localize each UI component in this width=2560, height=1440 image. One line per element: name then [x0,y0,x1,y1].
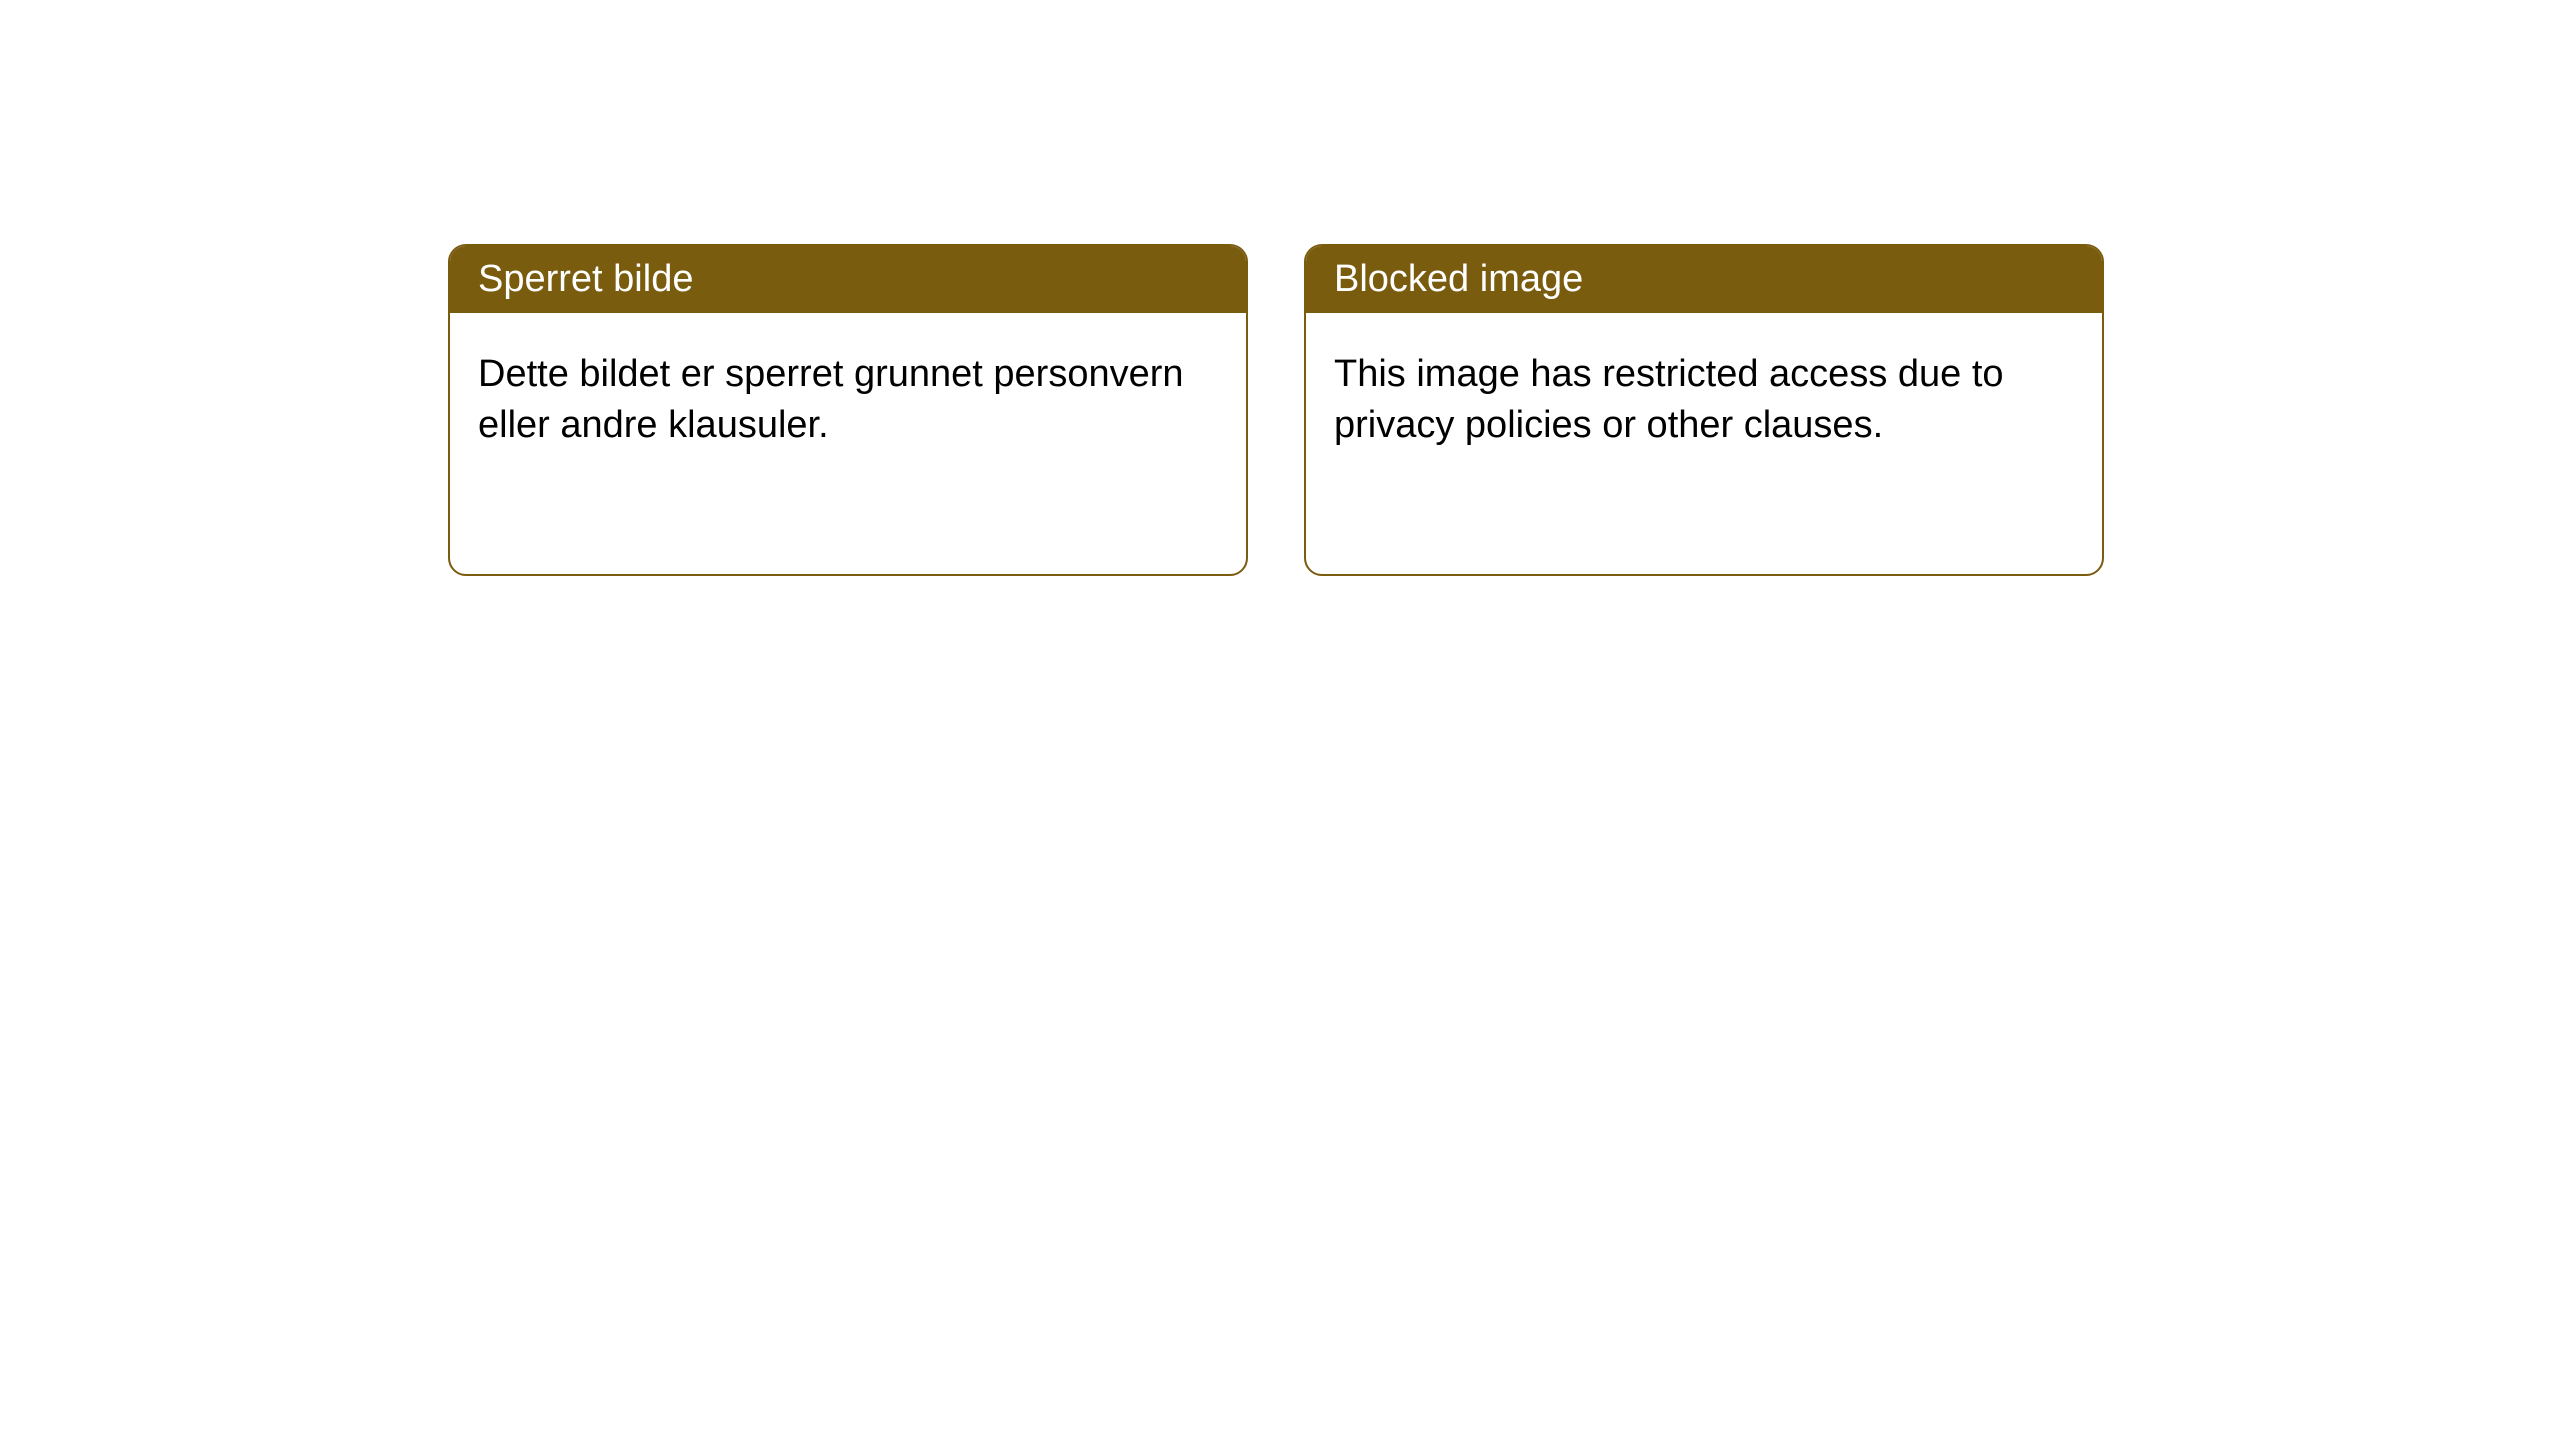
notice-header: Blocked image [1306,246,2102,313]
notice-title: Blocked image [1334,258,1583,300]
notice-container: Sperret bilde Dette bildet er sperret gr… [0,0,2560,576]
notice-body: This image has restricted access due to … [1306,313,2102,488]
notice-card-norwegian: Sperret bilde Dette bildet er sperret gr… [448,244,1248,576]
notice-message: This image has restricted access due to … [1334,353,2004,446]
notice-body: Dette bildet er sperret grunnet personve… [450,313,1246,488]
notice-title: Sperret bilde [478,258,693,300]
notice-header: Sperret bilde [450,246,1246,313]
notice-card-english: Blocked image This image has restricted … [1304,244,2104,576]
notice-message: Dette bildet er sperret grunnet personve… [478,353,1184,446]
